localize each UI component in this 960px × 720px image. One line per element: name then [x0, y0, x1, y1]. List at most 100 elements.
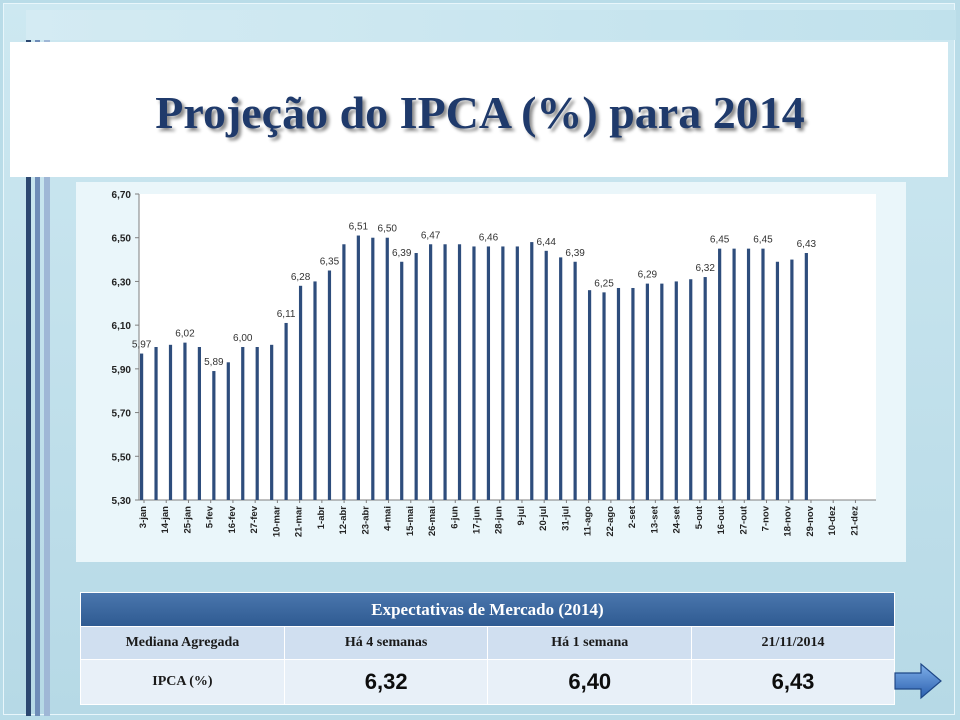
y-tick-label: 6,10 — [112, 321, 132, 332]
y-tick-label: 5,90 — [112, 365, 132, 376]
bar — [515, 246, 519, 500]
y-tick-label: 6,70 — [112, 190, 132, 201]
x-tick-label: 2-set — [627, 505, 638, 528]
bar — [371, 237, 375, 500]
x-tick-label: 20-jul — [538, 506, 549, 531]
bar — [327, 270, 332, 500]
plot-background — [139, 194, 876, 500]
decor-stripe-3 — [44, 10, 50, 716]
bar — [530, 242, 534, 501]
bar — [400, 261, 404, 500]
data-label: 6,00 — [233, 333, 253, 344]
x-tick-label: 25-jan — [182, 506, 193, 534]
x-tick-label: 5-fev — [205, 505, 216, 528]
column-header: Há 4 semanas — [283, 626, 489, 660]
x-tick-label: 22-ago — [605, 506, 616, 537]
data-label: 6,50 — [378, 224, 398, 235]
bar — [226, 362, 230, 500]
bar — [602, 292, 606, 500]
x-tick-label: 29-nov — [805, 505, 816, 536]
bar — [414, 253, 418, 500]
x-tick-label: 1-abr — [316, 506, 327, 530]
x-tick-label: 18-nov — [783, 505, 794, 536]
bar — [674, 281, 678, 500]
x-tick-label: 16-out — [716, 505, 727, 534]
bar — [631, 287, 635, 500]
x-tick-label: 11-ago — [583, 506, 594, 536]
y-tick-label: 5,70 — [112, 409, 132, 420]
bar — [241, 347, 245, 500]
x-tick-label: 10-mar — [271, 506, 282, 537]
ipca-bar-chart: 6,70 6,50 6,30 6,10 5,90 5,70 5,50 5,30 5,97 6,02… — [112, 190, 876, 537]
column-header: Há 1 semana — [487, 626, 693, 660]
bar — [429, 244, 433, 500]
x-tick-label: 28-jun — [494, 506, 505, 534]
bar — [703, 277, 707, 500]
table-cell: 6,32 — [283, 659, 489, 705]
x-tick-label: 5-out — [694, 505, 705, 529]
data-label: 6,25 — [594, 278, 614, 289]
bar — [645, 283, 649, 500]
data-label: 6,39 — [565, 248, 585, 259]
x-tick-label: 12-abr — [338, 506, 349, 535]
data-label: 6,46 — [479, 232, 499, 243]
x-tick-label: 23-abr — [360, 506, 371, 535]
table-cell: 6,43 — [691, 659, 895, 705]
x-tick-label: 10-dez — [827, 506, 838, 536]
x-tick-label: 24-set — [672, 505, 683, 533]
bar — [284, 322, 288, 500]
next-slide-button[interactable] — [893, 662, 943, 700]
x-tick-label: 3-jan — [138, 506, 149, 528]
x-tick-label: 14-jan — [160, 506, 171, 534]
table-cell: 6,40 — [487, 659, 693, 705]
bar — [559, 257, 563, 500]
data-label: 5,97 — [132, 340, 152, 351]
x-tick-label: 21-dez — [849, 506, 860, 536]
bar — [154, 347, 158, 500]
bar — [168, 344, 173, 500]
bar — [501, 246, 505, 500]
bar — [197, 347, 202, 500]
chart-area: 6,70 6,50 6,30 6,10 5,90 5,70 5,50 5,30 5,97 6,02… — [76, 182, 906, 562]
bar — [255, 347, 259, 500]
data-label: 6,11 — [277, 309, 296, 320]
data-label: 5,89 — [204, 357, 224, 368]
x-tick-label: 9-jul — [516, 506, 527, 526]
x-tick-label: 31-jul — [560, 506, 571, 531]
data-label: 6,47 — [421, 230, 441, 241]
decor-stripe-2 — [35, 10, 40, 716]
data-label: 6,39 — [392, 248, 412, 259]
bar — [689, 279, 693, 500]
y-tick-label: 5,50 — [112, 452, 132, 463]
x-tick-label: 27-out — [738, 505, 749, 534]
bar — [313, 281, 317, 500]
bar — [732, 248, 736, 500]
bar — [660, 283, 664, 500]
bar — [790, 259, 794, 500]
title-band — [10, 42, 948, 177]
decor-stripe-1 — [26, 10, 31, 716]
bar — [486, 246, 491, 500]
bar — [140, 353, 144, 500]
x-tick-label: 21-mar — [294, 506, 305, 537]
x-tick-label: 6-jun — [449, 506, 460, 529]
row-label: IPCA (%) — [80, 659, 285, 705]
bar — [385, 237, 389, 500]
table-header: Expectativas de Mercado (2014) — [80, 592, 895, 627]
right-arrow-icon — [894, 662, 942, 700]
x-tick-label: 13-set — [649, 505, 660, 533]
bar — [270, 344, 274, 500]
bar — [342, 244, 346, 500]
x-tick-label: 15-mai — [405, 506, 416, 536]
data-label: 6,29 — [638, 270, 658, 281]
x-tick-label: 17-jun — [471, 506, 482, 534]
data-label: 6,43 — [797, 239, 817, 250]
bar — [544, 250, 548, 500]
y-tick-label: 5,30 — [112, 496, 132, 507]
x-tick-label: 27-fev — [249, 505, 260, 533]
bar — [212, 371, 216, 500]
bar — [298, 285, 303, 500]
bar — [443, 244, 447, 500]
bar — [356, 235, 360, 500]
data-label: 6,35 — [320, 257, 340, 268]
